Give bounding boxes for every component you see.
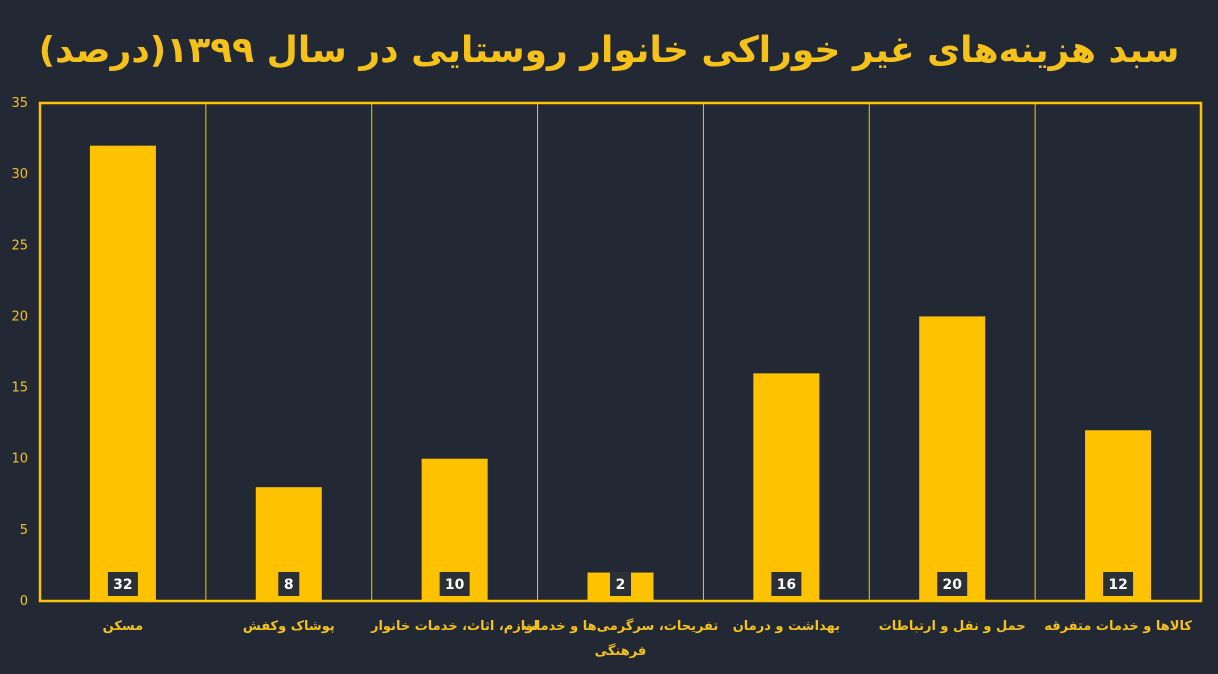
category-label: تفریحات، سرگرمی‌ها و خدمات فرهنگی [523, 618, 719, 659]
data-label-box [439, 572, 470, 596]
data-label-box [937, 572, 968, 596]
data-label: 12 [1108, 577, 1127, 593]
data-label: 32 [113, 577, 132, 593]
bar [753, 373, 820, 601]
category-label: کالاها و خدمات متفرقه [1044, 619, 1192, 634]
plot-area: 0 5 10 15 20 25 30 35 32 مسکن 8 پوشاک وکفش 10 لوازم، … [11, 96, 1203, 659]
y-tick-label: 10 [11, 452, 28, 467]
category-label: لوازم، اثاث، خدمات خانوار [370, 619, 538, 634]
y-tick-label: 30 [11, 167, 28, 182]
data-label: 8 [284, 577, 294, 593]
category-label: بهداشت و درمان [733, 619, 840, 634]
data-label-box [610, 572, 631, 596]
data-label-box [278, 572, 300, 596]
bar [89, 145, 156, 601]
y-tick-label: 20 [11, 309, 28, 324]
chart-title: سبد هزینه‌های غیر خوراکی خانوار روستایی … [39, 30, 1180, 71]
data-label: 16 [777, 577, 796, 593]
data-label-box [107, 572, 138, 596]
plot-frame [38, 101, 1203, 603]
y-tick-label: 15 [11, 381, 28, 396]
y-tick-label: 25 [11, 238, 28, 253]
data-label-box [771, 572, 802, 596]
data-label: 20 [942, 577, 962, 593]
data-label-box [1103, 572, 1134, 596]
y-tick-label: 0 [20, 594, 28, 609]
y-tick-label: 5 [20, 523, 28, 538]
category-label: مسکن [103, 619, 144, 634]
data-label: 2 [616, 577, 626, 593]
bar [919, 316, 986, 601]
category-label: حمل و نقل و ارتباطات [879, 619, 1026, 634]
y-tick-label: 35 [11, 96, 28, 111]
category-label: پوشاک وکفش [243, 619, 335, 634]
data-label: 10 [445, 577, 465, 593]
